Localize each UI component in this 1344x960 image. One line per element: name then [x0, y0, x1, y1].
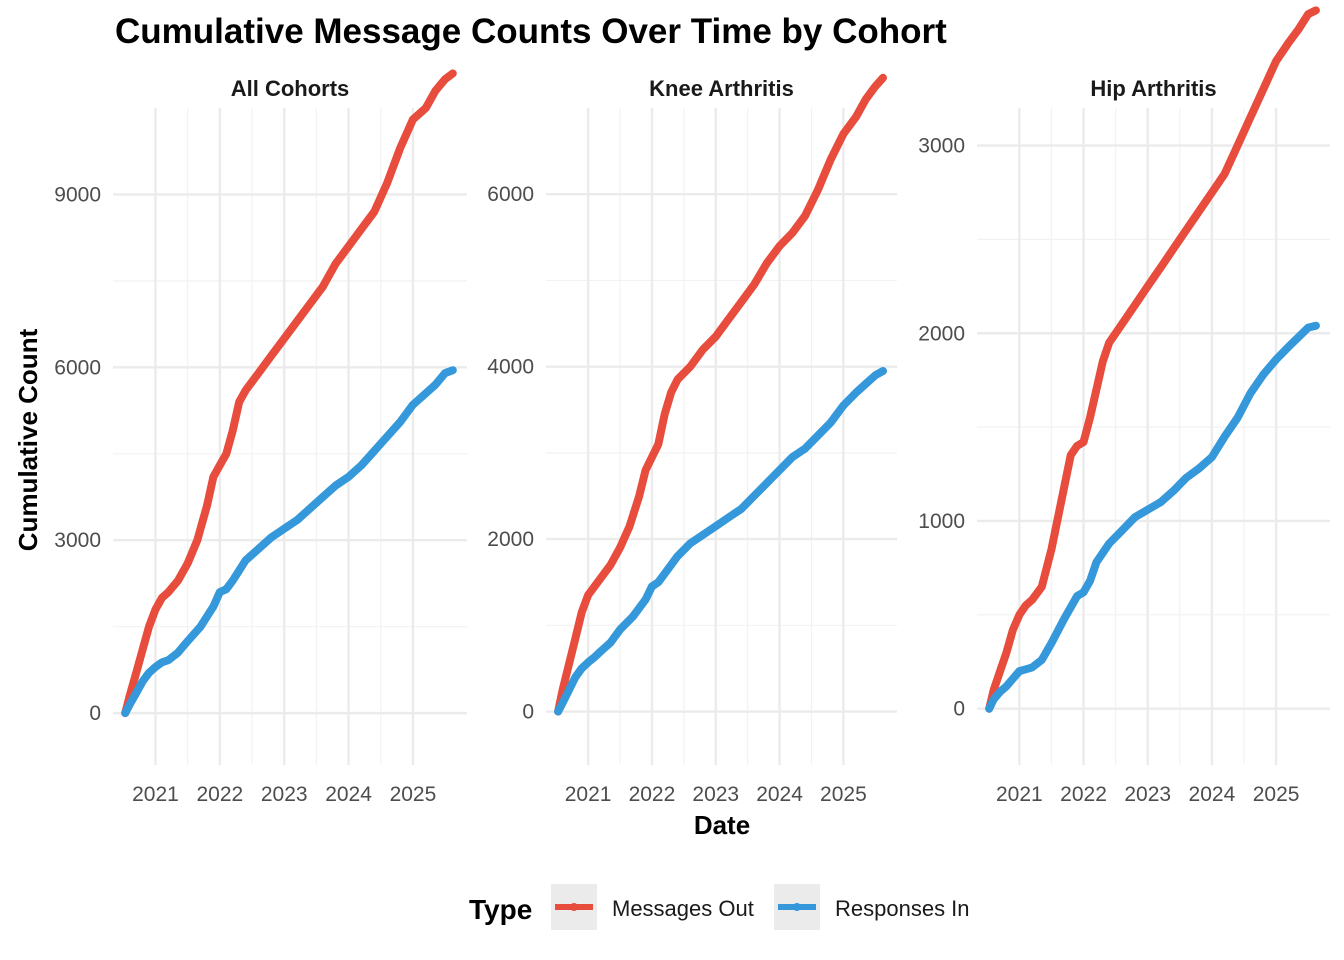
y-tick-label: 2000 — [487, 528, 534, 551]
x-tick-label: 2022 — [629, 783, 676, 806]
x-tick-label: 2021 — [565, 783, 612, 806]
y-axis-title: Cumulative Count — [13, 328, 43, 551]
facet-panels: All Cohorts 2021 2022 2023 2024 2025 0 3000 6000… — [54, 6, 1330, 806]
x-tick-label: 2021 — [996, 783, 1043, 806]
series-line-messages-out — [121, 69, 457, 718]
legend-entry-label: Responses In — [835, 896, 970, 921]
chart-title: Cumulative Message Counts Over Time by C… — [115, 12, 947, 51]
panel-strip-label: Hip Arthritis — [1090, 76, 1216, 101]
x-tick-label: 2025 — [820, 783, 867, 806]
x-tick-label: 2022 — [1060, 783, 1107, 806]
x-tick-label: 2023 — [261, 783, 308, 806]
legend-entry-label: Messages Out — [612, 896, 754, 921]
panel-strip-label: Knee Arthritis — [649, 76, 794, 101]
x-tick-label: 2023 — [692, 783, 739, 806]
panel-strip-label: All Cohorts — [231, 76, 350, 101]
x-tick-label: 2021 — [132, 783, 179, 806]
series-line-responses-in — [121, 366, 457, 718]
y-tick-label: 6000 — [487, 183, 534, 206]
x-tick-label: 2024 — [1189, 783, 1236, 806]
x-tick-label: 2023 — [1124, 783, 1171, 806]
series-line-messages-out — [985, 6, 1320, 713]
y-tick-label: 4000 — [487, 356, 534, 379]
y-tick-label: 3000 — [918, 135, 965, 158]
x-tick-label: 2025 — [1253, 783, 1300, 806]
panel-0: All Cohorts 2021 2022 2023 2024 2025 0 3000 6000… — [54, 69, 467, 806]
legend-key-point — [793, 903, 801, 911]
x-tick-label: 2022 — [196, 783, 243, 806]
y-tick-label: 1000 — [918, 510, 965, 533]
series-line-responses-in — [985, 321, 1320, 713]
series-line-messages-out — [554, 73, 887, 716]
y-tick-label: 3000 — [54, 529, 101, 552]
x-tick-label: 2024 — [756, 783, 803, 806]
x-tick-label: 2025 — [390, 783, 437, 806]
legend: Type Messages Out Responses In — [469, 884, 970, 930]
y-tick-label: 9000 — [54, 183, 101, 206]
y-tick-label: 0 — [522, 701, 534, 724]
x-tick-label: 2024 — [325, 783, 372, 806]
series-line-responses-in — [554, 367, 887, 716]
legend-title: Type — [469, 894, 532, 925]
x-axis-title: Date — [694, 810, 750, 840]
y-tick-label: 0 — [89, 702, 101, 725]
panel-1: Knee Arthritis 2021 2022 2023 2024 2025 0 2000 4… — [487, 73, 897, 806]
y-tick-label: 0 — [953, 698, 965, 721]
y-tick-label: 6000 — [54, 356, 101, 379]
panel-2: Hip Arthritis 2021 2022 2023 2024 2025 0 1000 20… — [918, 6, 1330, 806]
y-tick-label: 2000 — [918, 322, 965, 345]
legend-key-point — [570, 903, 578, 911]
